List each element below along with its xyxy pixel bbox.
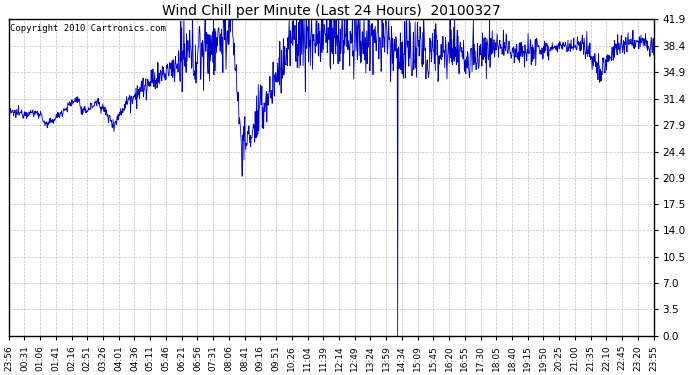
Text: Copyright 2010 Cartronics.com: Copyright 2010 Cartronics.com	[10, 24, 166, 33]
Title: Wind Chill per Minute (Last 24 Hours)  20100327: Wind Chill per Minute (Last 24 Hours) 20…	[161, 4, 500, 18]
